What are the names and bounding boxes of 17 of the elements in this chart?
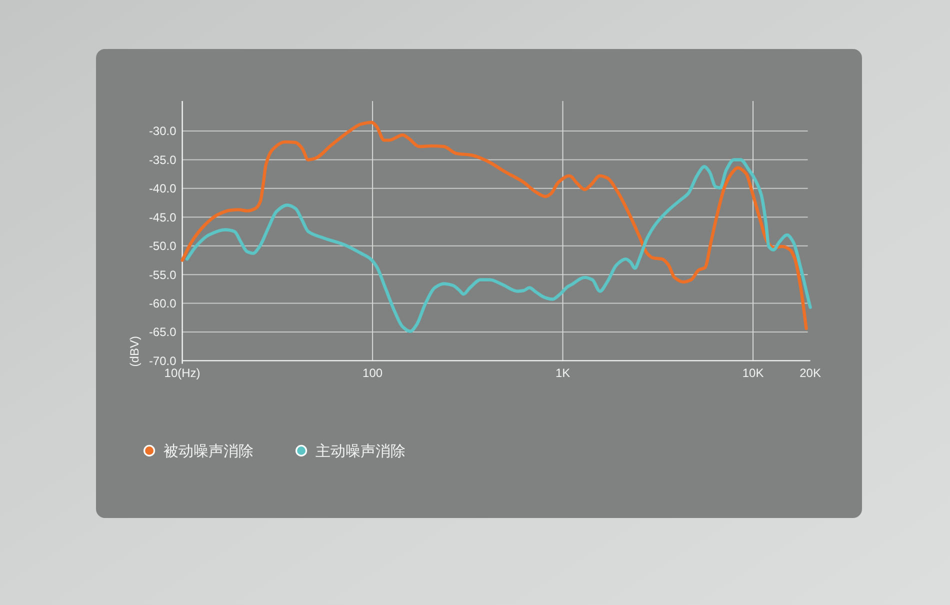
y-tick-label: -60.0 [148,296,177,310]
y-tick-label: -55.0 [148,268,177,282]
x-tick-label: 10(Hz) [164,366,200,380]
y-tick-label: -40.0 [148,182,177,196]
x-tick-label: 20K [800,366,821,380]
y-tick-label: -45.0 [148,210,177,224]
y-axis-title: (dBV) [128,336,142,367]
y-tick-label: -65.0 [148,325,177,340]
x-tick-label: 100 [362,366,383,380]
x-tick-label: 1K [555,366,570,380]
legend-label: 被动噪声消除 [163,443,254,460]
y-tick-label: -70.0 [148,354,177,368]
y-tick-label: -30.0 [148,124,177,138]
x-tick-label: 10K [742,366,764,380]
y-tick-label: -35.0 [148,152,177,167]
legend-label: 主动噪声消除 [315,443,406,460]
y-tick-label: -50.0 [148,239,177,254]
